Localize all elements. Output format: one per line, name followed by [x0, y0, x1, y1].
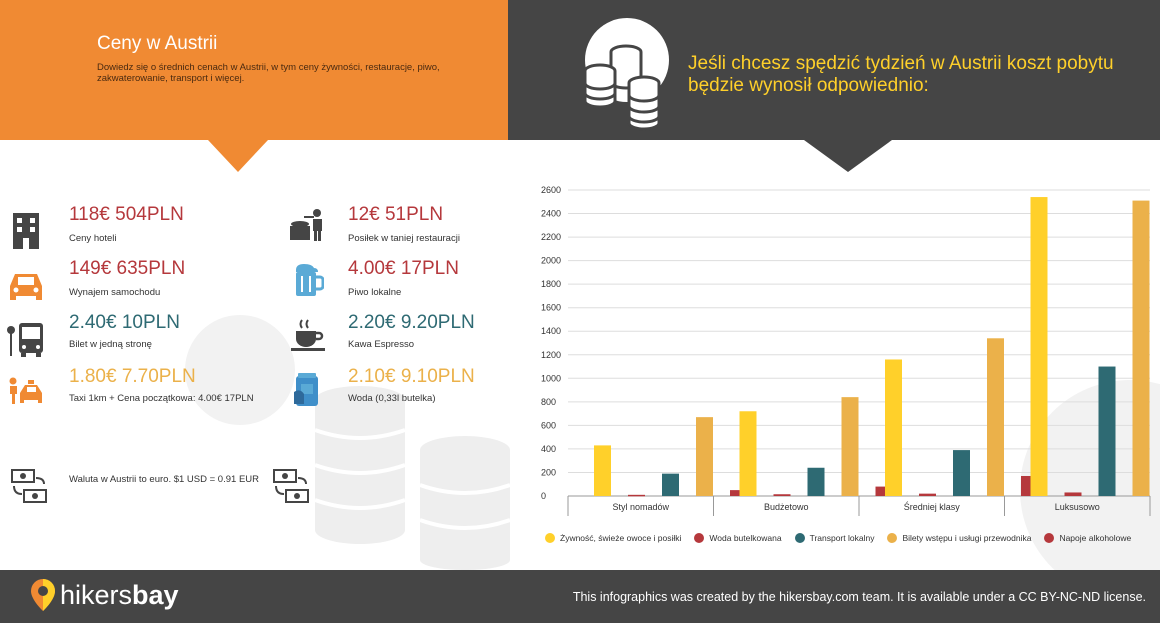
legend-item: Transport lokalny — [794, 533, 875, 543]
bar — [662, 473, 679, 496]
legend-label: Transport lokalny — [809, 533, 875, 543]
header-right-pointer — [804, 140, 892, 172]
legend-swatch — [545, 533, 555, 543]
taxi-price: 1.80€ 7.70PLN — [69, 366, 196, 387]
legend-item: Napoje alkoholowe — [1044, 533, 1131, 543]
footer-bar — [0, 570, 1160, 623]
bar — [696, 417, 713, 496]
category-label: Luksusowo — [1055, 502, 1100, 512]
bar — [919, 493, 936, 496]
y-tick-label: 2000 — [541, 256, 561, 266]
bar — [841, 397, 859, 496]
bar — [1064, 492, 1082, 496]
bar — [885, 359, 902, 496]
legend-label: Napoje alkoholowe — [1059, 533, 1132, 543]
bar — [1030, 197, 1048, 497]
espresso-label: Kawa Espresso — [348, 339, 415, 350]
y-tick-label: 0 — [541, 491, 546, 501]
y-tick-label: 400 — [541, 444, 556, 454]
legend-swatch — [887, 533, 898, 543]
legend-swatch — [1044, 533, 1055, 543]
bus-icon — [7, 323, 43, 357]
bus-ticket-label: Bilet w jedną stronę — [69, 339, 152, 350]
legend-swatch — [694, 533, 705, 543]
y-tick-label: 2400 — [541, 209, 561, 219]
legend-item: Woda butelkowana — [694, 533, 782, 543]
week-cost-heading: Jeśli chcesz spędzić tydzień w Austrii k… — [688, 53, 1114, 96]
y-tick-label: 2200 — [541, 232, 561, 242]
restaurant-meal-label: Posiłek w taniej restauracji — [348, 233, 460, 244]
beer-price: 4.00€ 17PLN — [348, 258, 459, 279]
restaurant-meal-price: 12€ 51PLN — [348, 204, 444, 225]
category-label: Średniej klasy — [904, 501, 961, 512]
legend-item: Żywność, świeże owoce i posiłki — [545, 533, 681, 543]
bar — [739, 411, 757, 496]
legend-item: Bilety wstępu i usługi przewodnika — [887, 533, 1031, 543]
hotel-label: Ceny hoteli — [69, 233, 117, 244]
y-tick-label: 600 — [541, 420, 556, 430]
license-text: This infographics was created by the hik… — [572, 590, 1146, 604]
bar — [628, 494, 645, 497]
currency-exchange-icon-right — [273, 469, 309, 503]
hotel-price: 118€ 504PLN — [69, 204, 184, 225]
brand-name: hikersbay — [60, 579, 179, 610]
bar — [730, 490, 747, 496]
y-tick-label: 800 — [541, 397, 556, 407]
bus-ticket-price: 2.40€ 10PLN — [69, 312, 180, 333]
page-title: Ceny w Austrii — [97, 33, 218, 54]
car-icon — [10, 274, 42, 300]
water-icon — [294, 373, 318, 406]
car-rental-label: Wynajem samochodu — [69, 287, 161, 298]
bar — [773, 494, 791, 496]
y-tick-label: 200 — [541, 467, 556, 477]
espresso-price: 2.20€ 9.20PLN — [348, 312, 475, 333]
y-tick-label: 2600 — [541, 185, 561, 195]
coins-icon — [583, 18, 669, 131]
currency-exchange-icon — [11, 469, 47, 503]
page-subtitle: Dowiedz się o średnich cenach w Austrii,… — [97, 62, 440, 84]
legend-label: Żywność, świeże owoce i posiłki — [560, 533, 682, 543]
bar — [594, 445, 611, 496]
restaurant-icon — [290, 209, 322, 241]
water-label: Woda (0,33l butelka) — [348, 393, 436, 404]
bar — [1098, 366, 1116, 496]
beer-icon — [296, 264, 324, 296]
bar — [875, 486, 893, 496]
background-coins-decoration — [185, 315, 511, 570]
hotel-icon — [13, 213, 39, 249]
y-tick-label: 1400 — [541, 326, 561, 336]
y-tick-label: 1200 — [541, 350, 561, 360]
coffee-icon — [291, 319, 325, 351]
location-pin-icon — [31, 579, 55, 611]
header-left-pointer — [208, 140, 268, 172]
legend-label: Woda butelkowana — [709, 533, 782, 543]
car-rental-price: 149€ 635PLN — [69, 258, 186, 279]
y-tick-label: 1600 — [541, 303, 561, 313]
category-label: Budżetowo — [764, 502, 809, 512]
chart-legend: Żywność, świeże owoce i posiłki Woda bute… — [545, 533, 1131, 543]
y-tick-label: 1800 — [541, 279, 561, 289]
weekly-cost-bar-chart: 0 200 400 600 800 1000 1200 1400 1600 1800 2000 220… — [541, 185, 1151, 516]
brand-logo[interactable]: hikersbay — [30, 578, 179, 612]
beer-label: Piwo lokalne — [348, 287, 402, 298]
taxi-icon — [9, 377, 42, 404]
legend-swatch — [794, 533, 805, 543]
bar — [807, 467, 825, 496]
currency-info: Waluta w Austrii to euro. $1 USD = 0.91 … — [69, 474, 259, 485]
header-left-band — [0, 0, 508, 140]
bar — [1132, 200, 1150, 496]
bar — [987, 338, 1004, 496]
bar — [953, 450, 970, 496]
water-price: 2.10€ 9.10PLN — [348, 366, 475, 387]
taxi-label: Taxi 1km + Cena początkowa: 4.00€ 17PLN — [69, 393, 254, 404]
legend-label: Bilety wstępu i usługi przewodnika — [902, 533, 1032, 543]
category-label: Styl nomadów — [612, 502, 669, 512]
background-circle-decoration — [1020, 380, 1160, 570]
y-tick-label: 1000 — [541, 373, 561, 383]
